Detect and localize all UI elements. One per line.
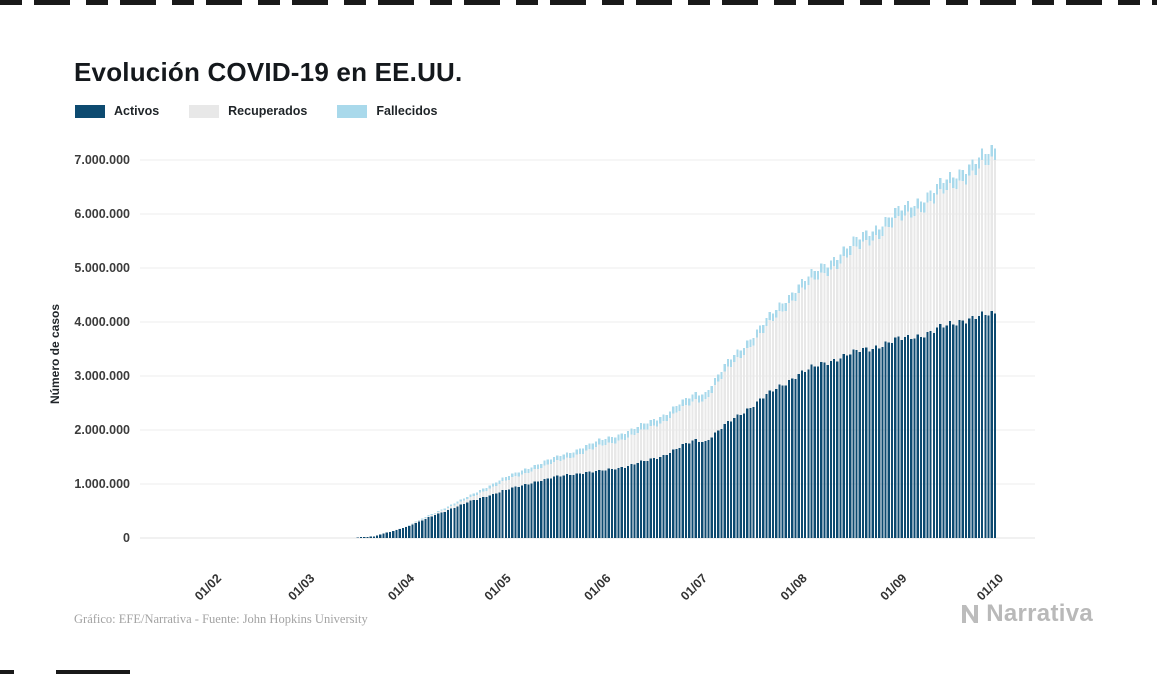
narrativa-logo-icon [962,605,979,623]
svg-text:1.000.000: 1.000.000 [74,477,130,491]
svg-text:3.000.000: 3.000.000 [74,369,130,383]
bottom-edge-dash-decoration [0,670,14,674]
legend-label-recuperados: Recuperados [228,104,308,118]
svg-text:01/02: 01/02 [192,571,224,603]
svg-text:5.000.000: 5.000.000 [74,261,130,275]
svg-text:01/08: 01/08 [778,571,810,603]
svg-text:01/06: 01/06 [581,571,613,603]
svg-text:01/03: 01/03 [285,571,317,603]
legend-swatch-activos [75,104,105,118]
legend-label-activos: Activos [114,104,160,118]
source-credit: Gráfico: EFE/Narrativa - Fuente: John Ho… [74,612,368,626]
bottom-edge-dash-decoration [56,670,130,674]
svg-text:7.000.000: 7.000.000 [74,153,130,167]
page-title: Evolución COVID-19 en EE.UU. [74,57,463,88]
svg-text:2.000.000: 2.000.000 [74,423,130,437]
narrativa-logo-text: Narrativa [986,600,1093,627]
chart-legend: Activos Recuperados Fallecidos [75,104,438,118]
svg-text:01/09: 01/09 [878,571,910,603]
legend-swatch-recuperados [189,104,220,118]
legend-swatch-fallecidos [337,104,368,118]
legend-item-fallecidos: Fallecidos [337,104,438,118]
svg-text:01/04: 01/04 [385,571,417,603]
svg-text:0: 0 [123,531,130,545]
svg-text:01/07: 01/07 [678,571,710,603]
narrativa-brand: Narrativa [958,600,1093,628]
legend-label-fallecidos: Fallecidos [376,104,438,118]
legend-item-activos: Activos [75,104,159,118]
svg-text:01/05: 01/05 [482,571,514,603]
svg-text:01/10: 01/10 [974,571,1006,603]
svg-text:6.000.000: 6.000.000 [74,207,130,221]
svg-text:4.000.000: 4.000.000 [74,315,130,329]
chart-bars [356,145,997,538]
legend-item-recuperados: Recuperados [189,104,307,118]
top-edge-dashes-decoration [0,0,1157,5]
